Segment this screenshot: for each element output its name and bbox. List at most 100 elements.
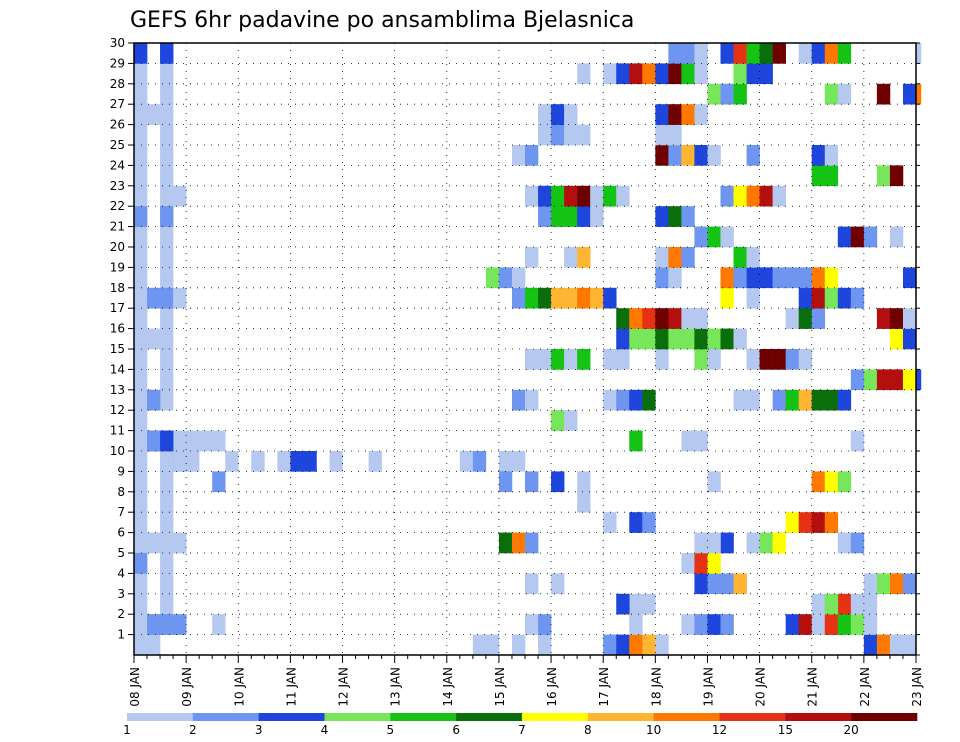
heatmap-cell [707, 145, 721, 166]
heatmap-cell [694, 226, 708, 248]
heatmap-cell [889, 328, 904, 350]
y-tick-label: 6 [117, 526, 125, 540]
colorbar-label: 20 [844, 723, 859, 737]
heatmap-cell [889, 369, 904, 391]
colorbar-label: 10 [646, 723, 661, 737]
heatmap-cell [811, 145, 826, 166]
heatmap-cell [798, 614, 813, 635]
heatmap-cell [655, 124, 669, 146]
heatmap-cell [707, 573, 721, 595]
heatmap-cell [134, 185, 148, 207]
heatmap-cell [811, 165, 826, 187]
heatmap-cell [707, 226, 721, 248]
heatmap-cell [538, 104, 552, 125]
heatmap-cell [642, 634, 656, 656]
y-tick-label: 17 [110, 301, 125, 315]
y-tick-label: 30 [110, 36, 125, 50]
heatmap-cell [707, 532, 721, 554]
heatmap-cell [485, 267, 500, 289]
heatmap-cell [616, 308, 630, 329]
heatmap-cell [811, 471, 826, 493]
colorbar-swatch [456, 713, 523, 721]
heatmap-cell [160, 512, 174, 533]
y-tick-label: 23 [110, 179, 125, 193]
heatmap-cell [160, 267, 174, 289]
heatmap-cell [538, 124, 552, 146]
y-tick-label: 29 [110, 56, 125, 70]
heatmap-cell [772, 267, 786, 289]
heatmap-cell [160, 226, 174, 248]
heatmap-cell [525, 287, 539, 309]
heatmap-cell [642, 63, 656, 85]
heatmap-cell [147, 614, 161, 635]
colorbar-swatch [653, 713, 720, 721]
heatmap-cell [498, 532, 513, 554]
heatmap-cell [707, 553, 721, 574]
heatmap-cell [642, 328, 656, 350]
heatmap-cell [160, 553, 174, 574]
heatmap-cell [694, 553, 708, 574]
heatmap-cell [134, 124, 148, 146]
heatmap-cell [811, 389, 826, 411]
heatmap-cell [629, 389, 643, 411]
heatmap-cell [746, 287, 760, 309]
heatmap-cell [577, 287, 591, 309]
heatmap-cell [811, 43, 826, 64]
heatmap-cell [772, 185, 786, 207]
heatmap-cell [681, 206, 695, 227]
heatmap-cell [694, 532, 708, 554]
x-axis-ticks: 08 JAN 09 JAN 10 JAN 11 JAN 12 JAN 13 JAN 14 J… [128, 655, 924, 707]
heatmap-cell [681, 247, 695, 268]
heatmap-cell [147, 104, 161, 125]
heatmap-cell [824, 43, 839, 64]
heatmap-cell [837, 471, 852, 493]
heatmap-cell [772, 43, 786, 64]
colorbar-label: 15 [778, 723, 793, 737]
x-tick-label: 12 JAN [337, 667, 351, 707]
y-tick-label: 22 [110, 199, 125, 213]
heatmap-cell [134, 491, 148, 513]
heatmap-cell [525, 471, 539, 493]
heatmap-cell [160, 206, 174, 227]
heatmap-cell [824, 471, 839, 493]
heatmap-cell [850, 226, 865, 248]
dotted-grid [133, 42, 917, 655]
heatmap-cell [134, 226, 148, 248]
heatmap-cell [616, 185, 630, 207]
heatmap-cell [655, 349, 669, 370]
heatmap-cell [368, 451, 382, 472]
heatmap-cells [134, 43, 922, 656]
heatmap-cell [733, 247, 747, 268]
y-tick-label: 8 [117, 485, 125, 499]
heatmap-cell [759, 532, 773, 554]
heatmap-cell [225, 451, 239, 472]
heatmap-cell [160, 349, 174, 370]
heatmap-cell [668, 206, 682, 227]
x-tick-label: 17 JAN [597, 667, 611, 707]
heatmap-cell [525, 247, 539, 268]
heatmap-cell [564, 247, 578, 268]
heatmap-cell [655, 308, 669, 329]
heatmap-cell [720, 287, 734, 309]
heatmap-cell [603, 634, 617, 656]
heatmap-cell [694, 573, 708, 595]
heatmap-cell [551, 185, 565, 207]
heatmap-cell [590, 206, 604, 227]
x-tick-label: 09 JAN [180, 667, 194, 707]
heatmap-cell [160, 451, 174, 472]
heatmap-cell [564, 104, 578, 125]
heatmap-cell [707, 614, 721, 635]
heatmap-cell [720, 614, 734, 635]
colorbar-label: 4 [321, 723, 329, 737]
heatmap-cell [694, 104, 708, 125]
heatmap-cell [134, 308, 148, 329]
heatmap-cell [160, 124, 174, 146]
heatmap-cell [525, 573, 539, 595]
colorbar-swatch [127, 713, 194, 721]
heatmap-cell [863, 369, 878, 391]
heatmap-cell [694, 328, 708, 350]
heatmap-cell [511, 287, 526, 309]
y-tick-label: 12 [110, 403, 125, 417]
heatmap-cell [837, 532, 852, 554]
y-tick-label: 15 [110, 342, 125, 356]
